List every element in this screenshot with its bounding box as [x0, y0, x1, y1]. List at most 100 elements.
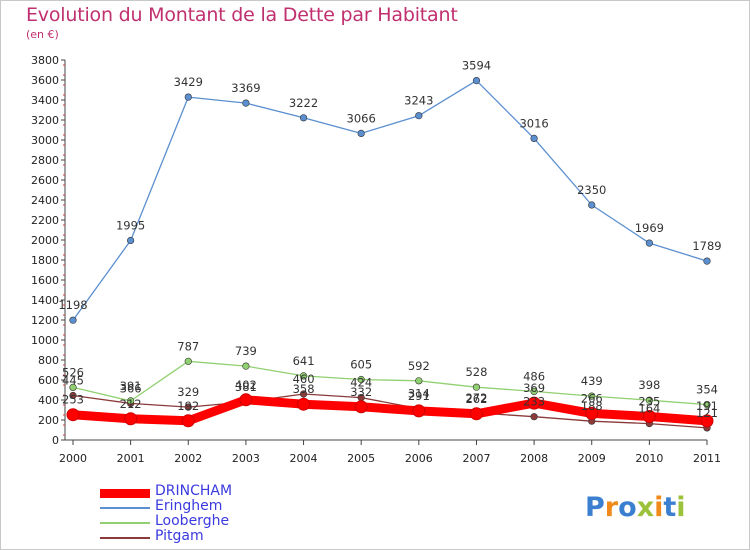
x-tick-label: 2004 — [290, 452, 318, 465]
data-label-pitgam: 445 — [62, 374, 84, 388]
legend-item-drincham: DRINCHAM — [100, 483, 300, 499]
data-label-looberghe: 391 — [120, 379, 142, 393]
data-label-looberghe: 641 — [293, 354, 315, 368]
data-label-looberghe: 354 — [696, 383, 718, 397]
data-label-eringhem: 1969 — [635, 221, 664, 235]
data-label-drincham: 266 — [581, 391, 603, 405]
data-label-pitgam: 121 — [696, 406, 718, 420]
data-point-looberghe — [357, 375, 365, 384]
data-label-drincham: 191 — [696, 399, 718, 413]
data-label-drincham: 253 — [62, 393, 84, 407]
data-label-eringhem: 3016 — [519, 116, 548, 130]
x-tick-label: 2000 — [59, 452, 87, 465]
series-line-drincham — [68, 395, 712, 426]
data-point-looberghe — [703, 401, 711, 409]
legend-label: Pitgam — [155, 528, 204, 544]
legend-label: DRINCHAM — [155, 483, 233, 499]
data-point-eringhem — [299, 114, 308, 122]
x-tick-label: 2003 — [232, 452, 260, 465]
data-point-looberghe — [184, 357, 192, 365]
y-tick-label: 3400 — [31, 94, 59, 107]
chart-subtitle: (en €) — [26, 28, 59, 41]
data-point-eringhem — [357, 129, 365, 137]
y-tick-label: 2400 — [31, 194, 59, 207]
data-label-looberghe: 526 — [62, 365, 84, 379]
y-tick-label: 1800 — [31, 254, 59, 267]
data-label-looberghe: 787 — [177, 339, 199, 353]
data-label-pitgam: 233 — [523, 395, 545, 409]
y-tick-label: 2800 — [31, 154, 59, 167]
data-point-looberghe — [415, 377, 423, 385]
data-label-eringhem: 3594 — [462, 59, 491, 73]
legend-swatch — [100, 537, 150, 539]
x-tick-label: 2006 — [405, 452, 433, 465]
data-label-drincham: 212 — [120, 397, 142, 411]
data-label-eringhem: 3243 — [404, 94, 433, 108]
data-label-drincham: 235 — [638, 395, 660, 409]
data-point-drincham — [66, 408, 80, 422]
data-point-eringhem — [530, 134, 538, 142]
data-point-drincham — [585, 406, 599, 420]
y-tick-label: 0 — [52, 434, 59, 447]
data-label-eringhem: 2350 — [577, 183, 606, 197]
data-label-looberghe: 439 — [581, 374, 603, 388]
data-point-eringhem — [472, 76, 481, 85]
y-tick-label: 3000 — [31, 134, 59, 147]
y-tick-label: 2000 — [31, 234, 59, 247]
series-line-eringhem — [72, 79, 708, 321]
data-point-looberghe — [588, 392, 596, 400]
y-tick-label: 1600 — [31, 274, 59, 287]
data-label-looberghe: 398 — [638, 378, 660, 392]
data-point-looberghe — [242, 362, 250, 370]
data-point-eringhem — [645, 239, 653, 247]
data-label-eringhem: 1198 — [58, 298, 87, 312]
x-tick-label: 2007 — [462, 452, 490, 465]
data-point-looberghe — [299, 372, 308, 380]
data-label-pitgam: 272 — [465, 391, 487, 405]
data-label-looberghe: 486 — [523, 369, 545, 383]
data-point-eringhem — [127, 236, 135, 245]
data-label-drincham: 402 — [235, 378, 257, 392]
data-label-pitgam: 366 — [120, 381, 142, 395]
x-tick-label: 2001 — [117, 452, 145, 465]
series-line-looberghe — [72, 360, 708, 406]
y-tick-label: 1000 — [31, 334, 59, 347]
y-tick-label: 1400 — [31, 294, 59, 307]
data-label-pitgam: 424 — [350, 376, 372, 390]
y-tick-label: 400 — [38, 394, 59, 407]
data-label-eringhem: 3369 — [231, 81, 260, 95]
legend-item-eringhem: Eringhem — [100, 498, 300, 514]
data-point-drincham — [297, 397, 311, 411]
data-point-drincham — [469, 407, 483, 421]
data-point-looberghe — [645, 396, 653, 404]
data-point-looberghe — [127, 397, 135, 405]
data-label-looberghe: 528 — [465, 365, 487, 379]
data-point-drincham — [124, 412, 138, 426]
data-label-pitgam: 460 — [293, 372, 315, 386]
data-point-drincham — [181, 414, 195, 428]
y-tick-label: 2200 — [31, 214, 59, 227]
y-tick-label: 3200 — [31, 114, 59, 127]
data-label-pitgam: 381 — [235, 380, 257, 394]
proxiti-logo: Proxiti — [585, 492, 686, 523]
data-point-eringhem — [588, 201, 596, 209]
y-tick-label: 3600 — [31, 74, 59, 87]
data-label-eringhem: 3222 — [289, 96, 318, 110]
data-label-drincham: 358 — [293, 382, 315, 396]
data-point-drincham — [527, 396, 541, 410]
data-label-drincham: 192 — [177, 399, 199, 413]
data-point-drincham — [412, 404, 426, 418]
data-label-pitgam: 329 — [177, 385, 199, 399]
data-point-drincham — [239, 393, 253, 407]
x-tick-label: 2005 — [347, 452, 375, 465]
x-tick-label: 2010 — [635, 452, 663, 465]
data-point-looberghe — [530, 387, 538, 396]
data-point-pitgam — [184, 403, 192, 411]
legend-label: Eringhem — [155, 498, 223, 514]
series-line-pitgam — [72, 393, 708, 429]
x-tick-label: 2002 — [174, 452, 202, 465]
data-point-drincham — [642, 410, 656, 423]
data-label-drincham: 262 — [465, 392, 487, 406]
